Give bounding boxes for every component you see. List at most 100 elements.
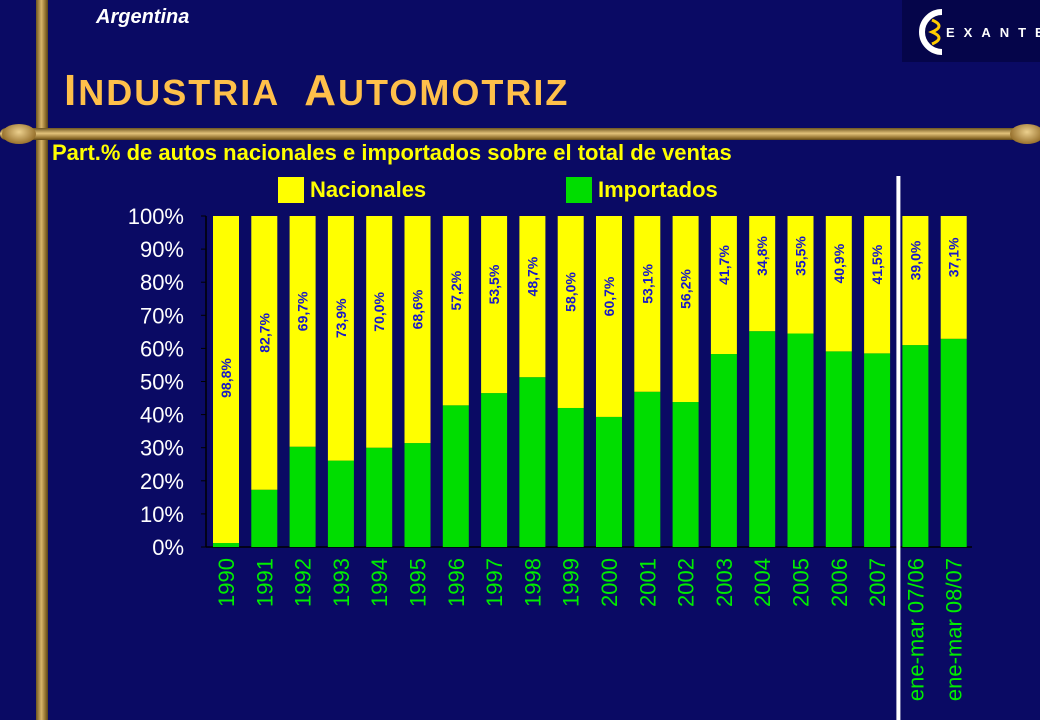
bar-importados — [787, 333, 814, 547]
data-label-nacionales: 56,2% — [678, 269, 694, 309]
legend-item-nacionales: Nacionales — [278, 176, 426, 204]
y-tick-label: 0% — [152, 535, 184, 560]
bar-importados — [366, 447, 393, 547]
bar-importados — [634, 391, 661, 547]
x-tick-label: 1999 — [559, 558, 584, 607]
gold-bar-right-cap — [1010, 124, 1040, 144]
x-tick-label: 1997 — [482, 558, 507, 607]
bar-importados — [864, 353, 891, 547]
bar-importados — [251, 489, 278, 547]
bar-importados — [289, 446, 316, 547]
data-label-nacionales: 53,1% — [639, 263, 655, 303]
bar-nacionales — [366, 216, 393, 448]
x-tick-label: 1998 — [520, 558, 545, 607]
x-tick-label: 1996 — [444, 558, 469, 607]
bar-nacionales — [442, 216, 469, 406]
exante-logo-graphic: EXANTE — [902, 0, 1040, 62]
data-label-nacionales: 69,7% — [295, 291, 311, 331]
bar-importados — [327, 460, 354, 547]
data-label-nacionales: 98,8% — [218, 358, 234, 398]
data-label-nacionales: 58,0% — [563, 272, 579, 312]
bar-importados — [672, 402, 699, 547]
y-tick-label: 40% — [140, 403, 184, 428]
data-label-nacionales: 73,9% — [333, 298, 349, 338]
bar-nacionales — [864, 216, 891, 354]
title-initial-1: I — [64, 66, 79, 115]
x-tick-label: 1993 — [329, 558, 354, 607]
bar-nacionales — [902, 216, 929, 346]
vertical-gold-bar — [36, 0, 48, 720]
bar-nacionales — [672, 216, 699, 403]
bar-nacionales — [327, 216, 354, 461]
x-tick-label: 2001 — [635, 558, 660, 607]
country-label: Argentina — [96, 6, 190, 28]
data-label-nacionales: 68,6% — [410, 289, 426, 329]
x-tick-label: ene-mar 08/07 — [942, 558, 967, 701]
data-label-nacionales: 35,5% — [793, 236, 809, 276]
bar-importados — [749, 331, 776, 547]
bar-nacionales — [749, 216, 776, 332]
x-tick-label: 1994 — [367, 558, 392, 607]
bar-nacionales — [710, 216, 737, 355]
bar-importados — [710, 354, 737, 547]
page-title: INDUSTRIA AUTOMOTRIZ — [64, 66, 569, 116]
bar-nacionales — [519, 216, 546, 378]
bar-importados — [442, 405, 469, 547]
x-tick-label: 2000 — [597, 558, 622, 607]
legend-item-importados: Importados — [566, 176, 718, 204]
data-label-nacionales: 37,1% — [946, 237, 962, 277]
bar-nacionales — [251, 216, 278, 490]
legend-label-importados: Importados — [598, 177, 718, 202]
y-tick-label: 60% — [140, 336, 184, 361]
data-label-nacionales: 41,5% — [869, 244, 885, 284]
bar-importados — [213, 543, 239, 547]
x-tick-label: 2003 — [712, 558, 737, 607]
data-label-nacionales: 82,7% — [256, 312, 272, 352]
x-tick-label: 2004 — [750, 558, 775, 607]
data-label-nacionales: 48,7% — [524, 256, 540, 296]
bar-nacionales — [481, 216, 508, 394]
legend-swatch-importados — [566, 177, 592, 203]
x-tick-label: 2006 — [827, 558, 852, 607]
x-tick-label: 2002 — [674, 558, 699, 607]
bar-importados — [825, 351, 852, 547]
y-tick-label: 70% — [140, 303, 184, 328]
bar-nacionales — [404, 216, 431, 444]
data-label-nacionales: 34,8% — [754, 236, 770, 276]
bar-nacionales — [557, 216, 584, 408]
chart-title: Part.% de autos nacionales e importados … — [52, 140, 732, 165]
x-tick-label: 1991 — [252, 558, 277, 607]
y-tick-label: 100% — [128, 204, 184, 229]
y-tick-label: 80% — [140, 270, 184, 295]
bar-importados — [902, 345, 929, 547]
y-tick-label: 10% — [140, 502, 184, 527]
legend-swatch-nacionales — [278, 177, 304, 203]
bar-importados — [557, 407, 584, 547]
data-label-nacionales: 40,9% — [831, 243, 847, 283]
bar-importados — [404, 443, 431, 547]
horizontal-gold-bar — [0, 128, 1040, 140]
x-tick-label: 1995 — [406, 558, 431, 607]
data-label-nacionales: 41,7% — [716, 245, 732, 285]
data-label-nacionales: 70,0% — [371, 291, 387, 331]
bar-importados — [481, 393, 508, 547]
bar-nacionales — [213, 216, 239, 544]
bar-nacionales — [596, 216, 622, 417]
bar-nacionales — [825, 216, 852, 352]
title-rest-1: NDUSTRIA — [78, 72, 281, 113]
data-label-nacionales: 53,5% — [486, 264, 502, 304]
bar-importados — [940, 338, 967, 547]
bar-nacionales — [634, 216, 661, 392]
legend-label-nacionales: Nacionales — [310, 177, 427, 202]
bar-nacionales — [940, 216, 967, 339]
y-tick-label: 90% — [140, 237, 184, 262]
y-tick-label: 20% — [140, 469, 184, 494]
y-tick-label: 30% — [140, 436, 184, 461]
x-tick-label: 1990 — [214, 558, 239, 607]
x-tick-label: 2007 — [865, 558, 890, 607]
x-tick-label: ene-mar 07/06 — [903, 558, 928, 701]
data-label-nacionales: 60,7% — [601, 276, 617, 316]
title-initial-2: A — [304, 66, 339, 115]
data-label-nacionales: 57,2% — [448, 270, 464, 310]
